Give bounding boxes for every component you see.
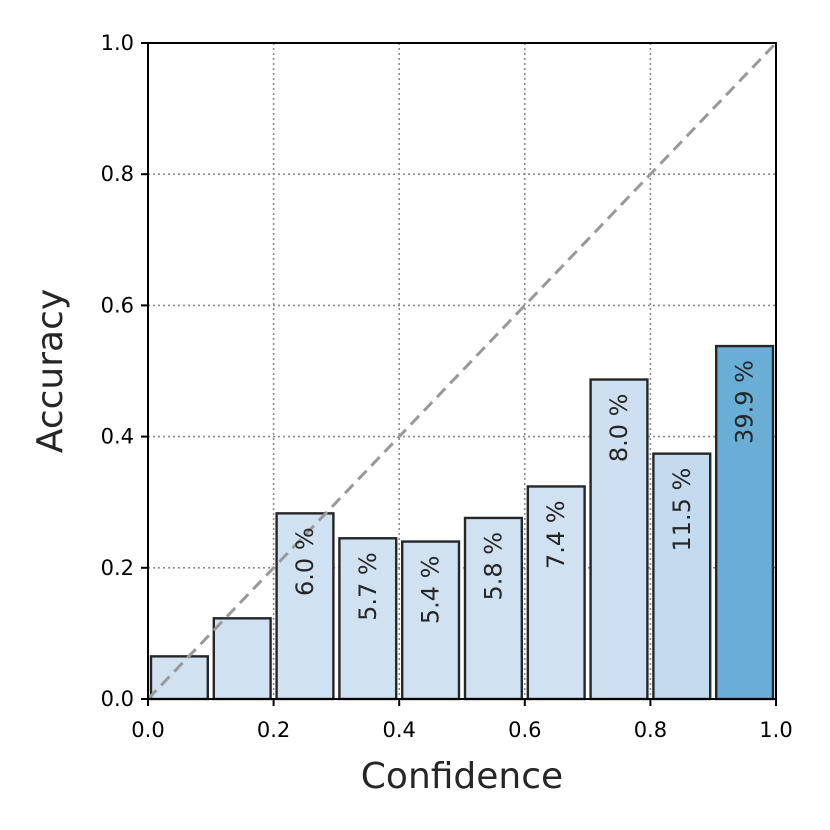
grid — [148, 43, 776, 699]
y-tick-label: 0.2 — [101, 556, 134, 580]
y-axis-title: Accuracy — [30, 289, 71, 453]
x-tick-label: 0.4 — [382, 718, 415, 742]
x-tick-label: 0.6 — [508, 718, 541, 742]
plot-frame — [147, 42, 777, 700]
bar-3 — [338, 537, 398, 701]
bar-label-5: 5.8 % — [479, 532, 507, 601]
y-tick-label: 1.0 — [101, 31, 134, 55]
bar-label-4: 5.4 % — [417, 556, 445, 625]
x-tick-label: 0.2 — [257, 718, 290, 742]
bar-1 — [212, 617, 272, 701]
bar-8 — [652, 452, 712, 701]
bar-0 — [149, 655, 209, 701]
bar-label-7: 8.0 % — [605, 394, 633, 463]
axes: 0.0 0.2 0.4 0.6 0.8 1.0 0.0 0.2 0.4 0.6 0.8 1.0 — [101, 31, 793, 742]
bar-label-9: 39.9 % — [731, 360, 759, 444]
bar-label-2: 6.0 % — [291, 527, 319, 596]
x-tick-label: 0.8 — [634, 718, 667, 742]
bar-7 — [589, 378, 649, 701]
y-tick-label: 0.4 — [101, 425, 134, 449]
bar-2 — [275, 512, 335, 701]
bar-labels: 6.0 % 5.7 % 5.4 % 5.8 % 7.4 % 8.0 % 11.5 % 39.9… — [291, 360, 759, 624]
y-tick-label: 0.8 — [101, 162, 134, 186]
bar-6 — [526, 485, 586, 701]
bar-label-6: 7.4 % — [542, 500, 570, 569]
y-tick-label: 0.0 — [101, 687, 134, 711]
y-tick-label: 0.6 — [101, 293, 134, 317]
bar-label-8: 11.5 % — [668, 468, 696, 552]
x-axis-title: Confidence — [361, 756, 563, 797]
bar-label-3: 5.7 % — [354, 552, 382, 621]
bar-5 — [463, 516, 523, 701]
x-tick-label: 0.0 — [131, 718, 164, 742]
x-tick-label: 1.0 — [759, 718, 792, 742]
